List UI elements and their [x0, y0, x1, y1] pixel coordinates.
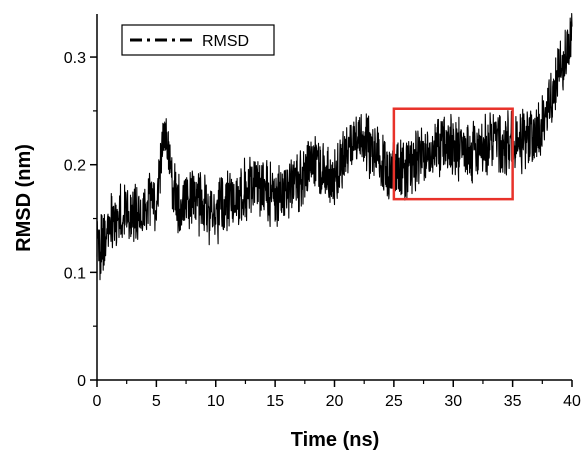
ticks: 0 5 10 15 20 25 30 35 40 0 0.1 0.2 0.3 [64, 50, 581, 410]
x-axis-title: Time (ns) [291, 429, 380, 451]
x-tick-label: 25 [385, 393, 403, 410]
legend-box [121, 24, 275, 56]
x-tick-label: 35 [504, 393, 522, 410]
x-tick-label: 30 [444, 393, 462, 410]
series-line-rmsd [96, 12, 573, 281]
legend-label-rmsd: RMSD [202, 33, 249, 50]
x-tick-label: 5 [152, 393, 161, 410]
x-tick-label: 10 [207, 393, 225, 410]
y-tick-label: 0.1 [64, 265, 86, 282]
x-tick-label: 40 [563, 393, 581, 410]
highlight-box [392, 107, 514, 201]
x-tick-label: 20 [326, 393, 344, 410]
y-tick-label: 0.2 [64, 158, 86, 175]
y-tick-label: 0.3 [64, 50, 86, 67]
y-axis-title: RMSD (nm) [13, 144, 35, 252]
y-tick-label: 0 [77, 373, 86, 390]
x-tick-label: 15 [266, 393, 284, 410]
x-tick-label: 0 [93, 393, 102, 410]
highlight-layer [392, 107, 514, 201]
series-layer [96, 12, 573, 281]
legend: RMSD [121, 24, 275, 56]
